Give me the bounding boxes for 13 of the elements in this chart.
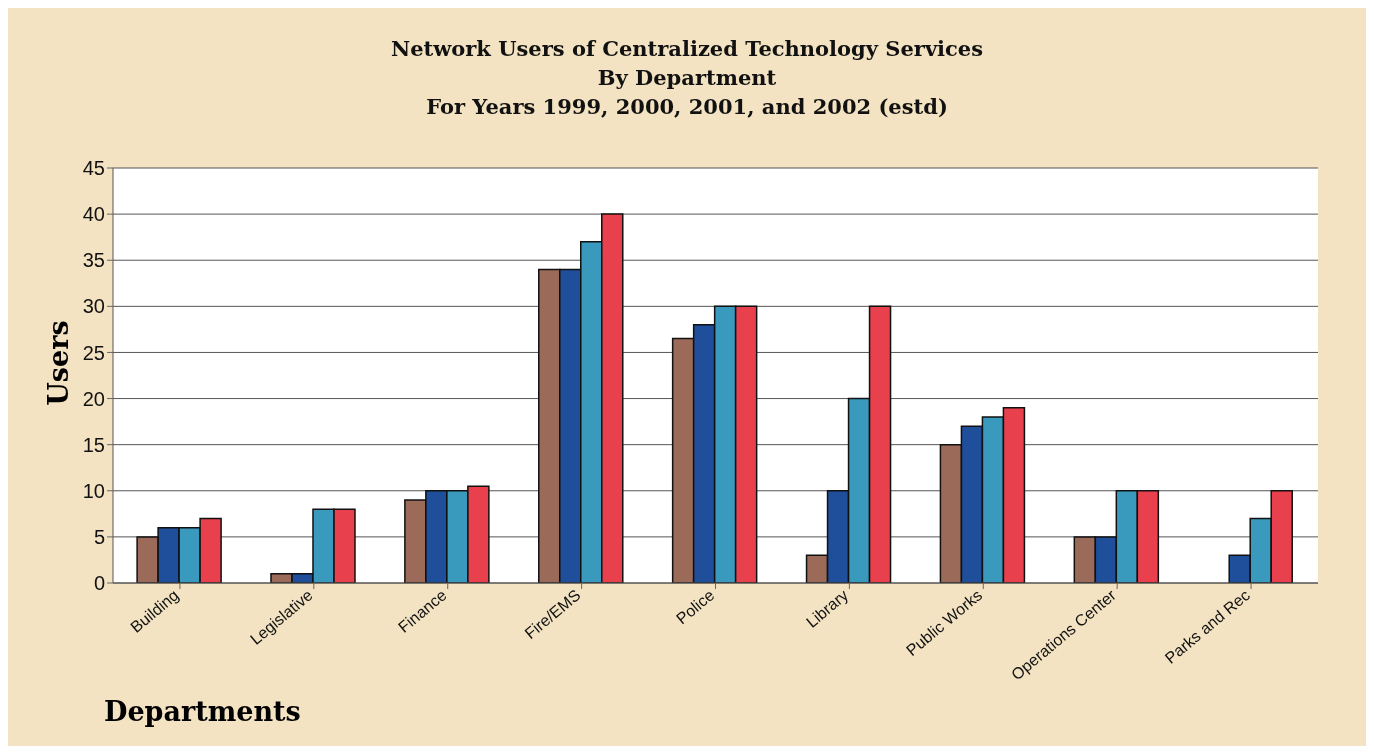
y-tick-label: 15 xyxy=(82,433,105,456)
y-tick-label: 45 xyxy=(82,157,105,180)
y-tick-label: 5 xyxy=(93,525,105,548)
y-tick-label: 25 xyxy=(82,341,105,364)
y-tick-label: 20 xyxy=(82,387,105,410)
y-axis-title: Users xyxy=(43,320,75,406)
y-tick-label: 30 xyxy=(82,295,105,318)
y-tick-label: 35 xyxy=(82,249,105,272)
x-axis-title: Departments xyxy=(104,696,301,727)
y-tick-label: 0 xyxy=(93,572,105,595)
y-tick-label: 40 xyxy=(82,203,105,226)
y-tick-label: 10 xyxy=(82,479,105,502)
chart-title: Network Users of Centralized Technology Services By Department For Years 1999, 2000, 2001, and 2002 (estd) xyxy=(389,35,985,121)
